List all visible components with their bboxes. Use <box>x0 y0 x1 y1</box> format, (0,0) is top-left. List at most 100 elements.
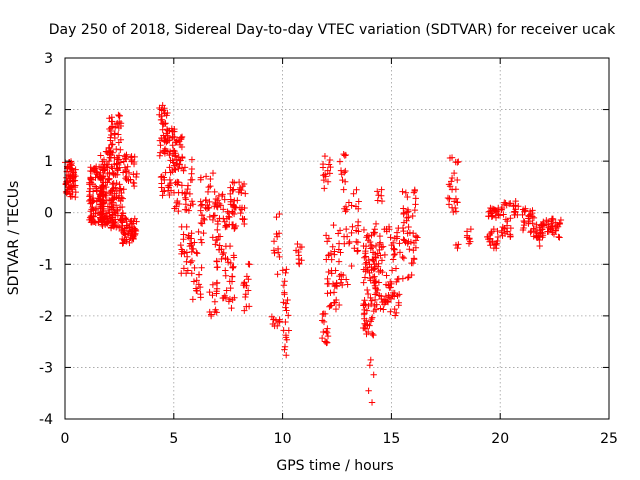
data-point <box>342 208 349 215</box>
data-point <box>229 187 236 194</box>
data-point <box>195 281 203 288</box>
data-point <box>383 272 390 279</box>
data-point <box>105 157 113 165</box>
data-point <box>386 226 393 233</box>
data-point <box>212 306 219 314</box>
data-point <box>187 259 194 266</box>
data-point <box>540 222 548 229</box>
data-point <box>295 252 302 259</box>
x-tick-label: 10 <box>274 431 292 447</box>
data-point <box>444 194 452 202</box>
data-point <box>360 226 368 234</box>
data-point <box>207 182 214 190</box>
data-point <box>452 241 460 249</box>
data-point <box>362 268 369 275</box>
data-point <box>209 216 217 224</box>
data-point <box>282 318 289 326</box>
data-point <box>241 307 248 314</box>
data-point <box>111 130 119 137</box>
data-point <box>280 299 287 306</box>
data-point <box>490 205 497 213</box>
data-points <box>62 102 565 406</box>
data-point <box>540 218 547 226</box>
data-point <box>132 173 140 181</box>
data-point <box>343 233 351 240</box>
data-point <box>110 180 117 187</box>
data-point <box>525 212 532 219</box>
data-point <box>166 176 174 184</box>
data-point <box>348 229 355 237</box>
data-point <box>187 202 194 209</box>
data-point <box>360 279 367 286</box>
y-tick-labels: -4 -3 -2 -1 0 1 2 3 <box>39 51 53 428</box>
data-point <box>180 265 188 272</box>
data-point <box>88 176 95 183</box>
data-point <box>376 232 384 240</box>
y-axis-title: SDTVAR / TECUs <box>6 181 22 296</box>
data-point <box>529 207 536 214</box>
data-point <box>99 211 106 219</box>
data-point <box>178 270 185 277</box>
data-point <box>115 111 122 119</box>
data-point <box>102 192 109 199</box>
data-point <box>193 249 200 256</box>
data-point <box>381 251 389 259</box>
data-point <box>236 186 243 193</box>
data-point <box>237 209 244 217</box>
data-point <box>131 226 139 234</box>
data-point <box>453 198 461 206</box>
data-point <box>448 174 456 182</box>
data-point <box>245 260 252 268</box>
data-point <box>86 193 93 200</box>
data-point <box>86 185 94 192</box>
data-point <box>99 222 106 230</box>
data-point <box>332 305 340 313</box>
data-point <box>230 186 237 193</box>
data-point <box>166 151 173 159</box>
data-point <box>117 136 125 143</box>
data-point <box>169 142 176 149</box>
data-point <box>498 204 506 212</box>
data-point <box>368 297 376 304</box>
data-point <box>323 256 330 263</box>
data-point <box>350 190 357 197</box>
data-point <box>227 284 234 292</box>
data-point <box>105 176 113 183</box>
data-point <box>206 213 213 221</box>
data-point <box>391 312 399 319</box>
data-point <box>320 318 328 326</box>
data-point <box>353 186 360 193</box>
data-point <box>281 278 288 285</box>
data-point <box>411 187 418 195</box>
data-point <box>202 173 210 180</box>
data-point <box>88 217 96 224</box>
data-point <box>211 298 219 305</box>
data-point <box>221 218 228 225</box>
data-point <box>396 249 404 256</box>
data-point <box>114 165 121 172</box>
data-point <box>122 214 129 222</box>
data-point <box>369 331 377 339</box>
data-point <box>118 222 126 230</box>
data-point <box>127 176 134 183</box>
data-point <box>228 304 235 312</box>
data-point <box>520 221 528 229</box>
data-point <box>174 178 181 186</box>
data-point <box>377 252 384 259</box>
data-point <box>93 187 100 194</box>
data-point <box>273 213 280 221</box>
data-point <box>452 158 459 166</box>
data-point <box>178 133 186 141</box>
data-point <box>220 206 227 213</box>
data-point <box>124 231 132 238</box>
data-point <box>109 180 116 188</box>
data-point <box>171 128 178 135</box>
data-point <box>387 234 394 241</box>
data-point <box>452 208 460 215</box>
data-point <box>188 257 196 265</box>
data-point <box>240 280 248 287</box>
data-point <box>169 157 176 164</box>
data-point <box>218 192 226 200</box>
data-point <box>285 312 292 319</box>
